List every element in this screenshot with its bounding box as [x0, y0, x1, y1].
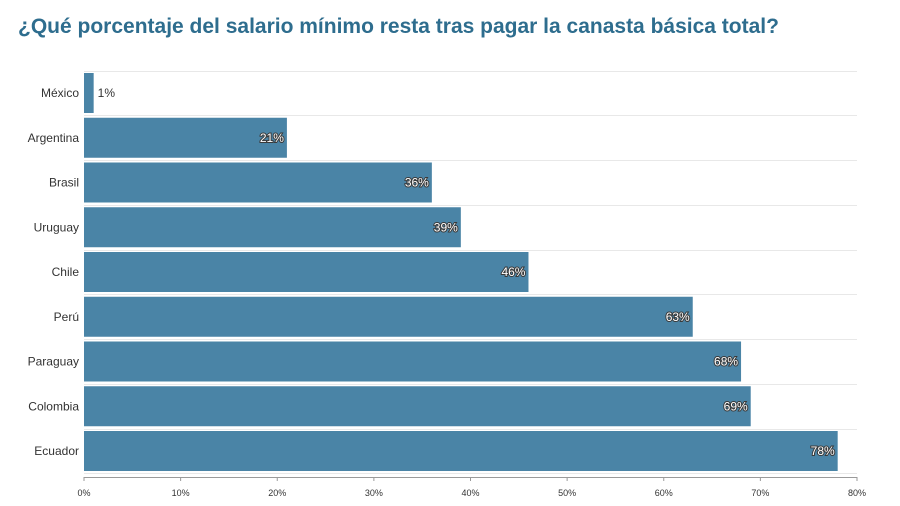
bar-paraguay — [84, 341, 742, 382]
x-tick-label: 30% — [365, 488, 383, 498]
x-tick-label: 10% — [172, 488, 190, 498]
x-tick-label: 40% — [461, 488, 479, 498]
x-tick-label: 0% — [77, 488, 90, 498]
value-label: 46% — [501, 265, 525, 279]
value-label: 21% — [260, 131, 284, 145]
bar-perú — [84, 296, 693, 337]
value-label: 68% — [714, 355, 738, 369]
bar-ecuador — [84, 431, 838, 471]
category-label: Paraguay — [28, 355, 79, 369]
gridlines — [84, 71, 857, 474]
value-label: 78% — [811, 444, 835, 458]
x-tick-label: 80% — [848, 488, 866, 498]
value-label: 63% — [666, 310, 690, 324]
bar-uruguay — [84, 207, 461, 248]
bars: México 1% Argentina 21% Brasil 36% Uruguay 39% C… — [28, 73, 838, 471]
category-label: Argentina — [28, 131, 80, 145]
category-label: Ecuador — [34, 444, 79, 458]
category-label: México — [41, 86, 79, 100]
value-label: 36% — [405, 176, 429, 190]
category-label: Brasil — [49, 176, 79, 190]
x-tick-label: 70% — [751, 488, 769, 498]
value-label: 1% — [98, 86, 116, 100]
category-label: Colombia — [28, 399, 79, 413]
chart-title: ¿Qué porcentaje del salario mínimo resta… — [18, 15, 779, 38]
x-axis: 0% 10% 20% 30% 40% 50% 60% 70% 80% — [77, 477, 866, 498]
bar-argentina — [84, 117, 287, 158]
bar-méxico — [84, 73, 94, 113]
x-tick-label: 20% — [268, 488, 286, 498]
x-tick-label: 60% — [655, 488, 673, 498]
value-label: 69% — [724, 399, 748, 413]
category-label: Uruguay — [34, 220, 79, 234]
category-label: Chile — [52, 265, 80, 279]
x-tick-label: 50% — [558, 488, 576, 498]
category-label: Perú — [54, 310, 79, 324]
bar-brasil — [84, 162, 432, 203]
bar-chile — [84, 252, 529, 292]
value-label: 39% — [434, 220, 458, 234]
bar-colombia — [84, 386, 751, 427]
